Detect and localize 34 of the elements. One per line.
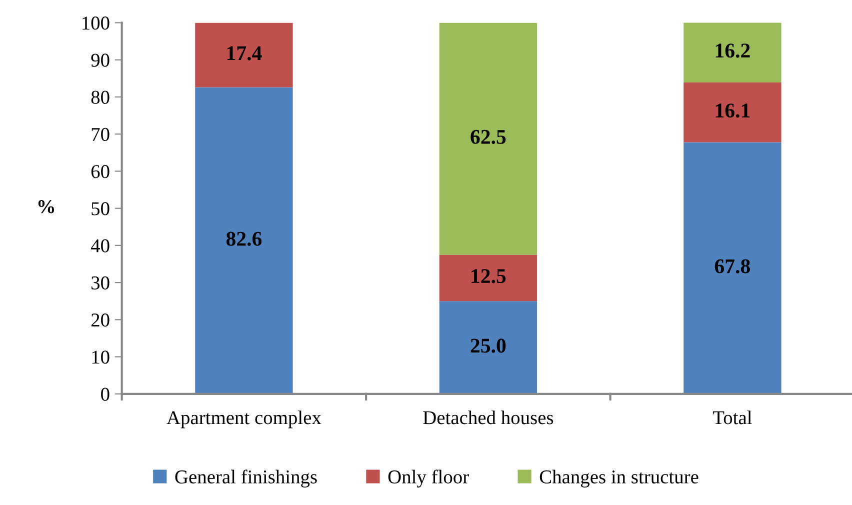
y-axis-title: %	[38, 200, 54, 214]
x-tick-label: Total	[712, 410, 752, 424]
y-tick-label: 30	[92, 276, 110, 290]
x-tick-label: Detached houses	[423, 410, 554, 424]
bar	[195, 87, 293, 394]
y-tick-label: 100	[82, 16, 110, 30]
y-tick-label: 10	[92, 350, 110, 364]
y-tick-label: 60	[91, 165, 110, 178]
legend-label: General finishings	[175, 470, 317, 488]
y-tick-label: 90	[91, 54, 110, 67]
y-tick-label: 80	[91, 90, 110, 104]
bar	[195, 22, 293, 88]
y-tick-label: 40	[90, 239, 110, 252]
data-label: 17.4	[227, 46, 262, 60]
legend-label: Only floor	[388, 470, 469, 488]
legend-label: Changes in structure	[540, 470, 698, 488]
data-label: 25.0	[470, 338, 506, 353]
data-label: 12.5	[472, 269, 506, 284]
bar	[684, 82, 782, 142]
data-label: 82.6	[226, 232, 262, 246]
y-tick-label: 20	[91, 313, 110, 327]
bar	[684, 142, 782, 394]
y-tick-label: 50	[92, 202, 110, 216]
data-label: 16.1	[716, 104, 750, 118]
data-label: 62.5	[470, 130, 506, 144]
bar	[439, 254, 538, 302]
y-tick-label: 70	[92, 128, 110, 142]
data-label: 16.2	[716, 44, 750, 58]
data-label: 67.8	[714, 259, 750, 274]
bar	[439, 22, 538, 255]
y-tick-label: 0	[101, 388, 110, 401]
x-tick-label: Apartment complex	[166, 410, 322, 428]
bar	[684, 22, 782, 82]
bar	[439, 301, 538, 394]
